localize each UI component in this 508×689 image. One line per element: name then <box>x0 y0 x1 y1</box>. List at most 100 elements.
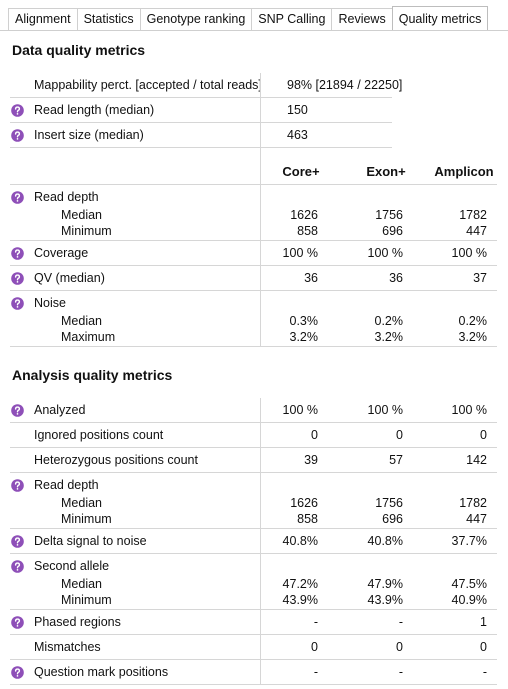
row-label: Read depth <box>34 190 99 204</box>
help-icon[interactable] <box>11 615 24 629</box>
cell-value: 3.2% <box>458 330 488 344</box>
cell-value: 1626 <box>290 208 318 222</box>
cell-value: 0 <box>480 640 487 654</box>
row-label: Read depth <box>34 478 99 492</box>
sub-row-label: Median <box>61 496 102 510</box>
row-label: Heterozygous positions count <box>34 453 198 467</box>
cell-value: 0 <box>396 428 403 442</box>
sub-row-label: Median <box>61 577 102 591</box>
column-header: Amplicon <box>434 164 494 179</box>
sub-row-label: Minimum <box>61 593 112 607</box>
row-divider <box>10 147 392 148</box>
row-label: Read length (median) <box>34 103 155 117</box>
cell-value: 0 <box>396 640 403 654</box>
cell-value: 100 % <box>282 403 318 417</box>
row-divider <box>10 97 392 98</box>
row-label: Ignored positions count <box>34 428 164 442</box>
section-title: Data quality metrics <box>12 42 146 58</box>
row-divider <box>10 472 497 473</box>
cell-value: - <box>313 615 318 629</box>
cell-value: 0 <box>311 640 318 654</box>
row-divider <box>10 609 497 610</box>
help-icon[interactable] <box>11 534 24 548</box>
cell-value: 37 <box>473 271 487 285</box>
row-label: Question mark positions <box>34 665 169 679</box>
sub-row-label: Minimum <box>61 224 112 238</box>
cell-value: 47.9% <box>367 577 403 591</box>
help-icon[interactable] <box>11 271 24 285</box>
cell-value: 0 <box>311 428 318 442</box>
help-icon[interactable] <box>11 665 24 679</box>
help-icon[interactable] <box>11 246 24 260</box>
tab-bar: Alignment Statistics Genotype ranking SNP C… <box>8 6 489 30</box>
row-label: Insert size (median) <box>34 128 144 142</box>
cell-value: 696 <box>382 512 403 526</box>
sub-row-label: Median <box>61 208 102 222</box>
summary-value: 463 <box>287 128 308 142</box>
cell-value: 100 % <box>451 246 487 260</box>
column-header: Exon+ <box>366 164 406 179</box>
cell-value: 43.9% <box>367 593 403 607</box>
sub-row-label: Minimum <box>61 512 112 526</box>
help-icon[interactable] <box>11 296 24 310</box>
cell-value: 858 <box>297 224 318 238</box>
tab[interactable]: Statistics <box>76 8 141 30</box>
row-divider <box>10 528 497 529</box>
cell-value: 100 % <box>367 403 403 417</box>
cell-value: 142 <box>466 453 487 467</box>
cell-value: 36 <box>389 271 403 285</box>
row-label: Noise <box>34 296 66 310</box>
help-icon[interactable] <box>11 190 24 204</box>
tab[interactable]: Quality metrics <box>391 6 489 30</box>
tab[interactable]: SNP Calling <box>251 8 333 30</box>
cell-value: 1756 <box>375 496 403 510</box>
cell-value: 100 % <box>451 403 487 417</box>
row-divider <box>10 684 497 685</box>
row-label: QV (median) <box>34 271 105 285</box>
sub-row-label: Maximum <box>61 330 116 344</box>
row-divider <box>10 634 497 635</box>
cell-value: 858 <box>297 512 318 526</box>
sub-row-label: Median <box>61 314 102 328</box>
cell-value: 1782 <box>459 208 487 222</box>
help-icon[interactable] <box>11 559 24 573</box>
row-label: Phased regions <box>34 615 121 629</box>
row-divider <box>10 553 497 554</box>
column-divider <box>260 398 261 684</box>
cell-value: 447 <box>466 512 487 526</box>
column-divider <box>260 73 261 346</box>
cell-value: 37.7% <box>451 534 487 548</box>
cell-value: 57 <box>389 453 403 467</box>
row-divider <box>10 265 497 266</box>
row-divider <box>10 659 497 660</box>
cell-value: 39 <box>304 453 318 467</box>
tab[interactable]: Reviews <box>331 8 393 30</box>
cell-value: 100 % <box>282 246 318 260</box>
cell-value: 0.3% <box>289 314 319 328</box>
cell-value: 47.5% <box>451 577 487 591</box>
cell-value: 36 <box>304 271 318 285</box>
cell-value: 40.8% <box>367 534 403 548</box>
tab-divider <box>0 30 508 31</box>
row-divider <box>10 290 497 291</box>
section-title: Analysis quality metrics <box>12 367 173 383</box>
help-icon[interactable] <box>11 403 24 417</box>
row-label: Coverage <box>34 246 89 260</box>
help-icon[interactable] <box>11 128 24 142</box>
cell-value: 3.2% <box>374 330 404 344</box>
help-icon[interactable] <box>11 103 24 117</box>
help-icon[interactable] <box>11 478 24 492</box>
tab[interactable]: Alignment <box>8 8 78 30</box>
cell-value: 0.2% <box>458 314 488 328</box>
cell-value: 447 <box>466 224 487 238</box>
cell-value: - <box>482 665 487 679</box>
cell-value: - <box>398 665 403 679</box>
row-label: Second allele <box>34 559 110 573</box>
cell-value: 47.2% <box>282 577 318 591</box>
cell-value: 1782 <box>459 496 487 510</box>
row-divider <box>10 447 497 448</box>
cell-value: 3.2% <box>289 330 319 344</box>
row-divider <box>10 346 497 347</box>
tab[interactable]: Genotype ranking <box>139 8 253 30</box>
